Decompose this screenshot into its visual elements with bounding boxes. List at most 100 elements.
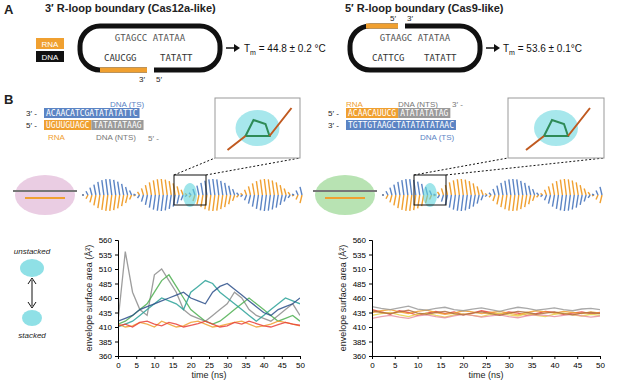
tick-mark [369,342,372,343]
tick: 385 [353,338,372,347]
tick: 40 [550,356,559,370]
strand-label: RNA [48,133,66,142]
tick: 560 [353,236,372,245]
chart: 0510152025303540455036038541043546048551… [84,236,305,380]
dna-cartoon [313,190,377,192]
base-pair [122,184,124,195]
base-pair [225,195,227,207]
tick-label: 15 [169,361,178,370]
base-pair [292,193,294,195]
rna-sequence-box [346,108,398,118]
base-pair [469,181,471,195]
base-pair [564,179,566,195]
series-line [118,321,300,327]
series-line [372,314,600,318]
legend-dna-box [36,51,64,62]
tick: 435 [99,309,118,318]
base-pair [157,195,159,211]
structure [13,98,302,215]
base-pair [461,179,463,195]
strand-sequence: GTAGCC ATATAA [115,33,186,43]
tick-label: 25 [482,361,491,370]
base-pair [141,188,143,195]
series-line [118,284,300,322]
base-pair [580,195,582,205]
strand-end: 3′ [139,75,145,84]
zoom-box [414,175,446,205]
base-pair [264,195,266,211]
tick: 510 [99,265,118,274]
base-pair [541,195,543,197]
nucleotide [544,120,568,136]
tick-mark [600,356,601,359]
tick-mark [115,327,118,328]
base-pair [406,195,408,211]
tick-mark [209,356,210,359]
axis-title: time (ns) [468,370,503,380]
tick: 5 [134,356,139,370]
tick-mark [577,356,578,359]
inset [508,98,604,158]
tick-label: 45 [573,361,582,370]
tick: 35 [241,356,250,370]
axis-title: envelope surface area (Å²) [338,245,348,352]
tick-mark [486,356,487,359]
base-pair [177,195,179,204]
base-pair [437,195,439,198]
state-arrow-head [28,278,36,308]
base-pair [110,179,112,195]
base-pair [181,195,183,200]
tick-label: 50 [596,361,605,370]
tick-label: 360 [353,352,367,361]
nts-sequence-box [398,108,450,118]
axis-title: envelope surface area (Å²) [84,245,94,352]
base-pair [576,195,578,208]
strand-label: DNA (NTS) [96,133,136,142]
base-pair [382,194,384,195]
tick-mark [440,356,441,359]
tick-mark [115,298,118,299]
base-pair [110,195,112,211]
base-pair [217,195,219,211]
zoom-line [446,158,604,175]
base-pair [525,183,527,195]
tick: 25 [482,356,491,370]
base-pair [264,179,266,195]
strand-end: 5′ [390,14,396,23]
strand-label: RNA [346,100,364,109]
tick-label: 510 [99,265,113,274]
hairpin [350,26,480,70]
base-pair [292,194,294,196]
inset [215,98,300,158]
base-pair [497,195,499,204]
base-pair [114,195,116,210]
tick-mark [282,356,283,359]
strand-end: 3′ - [452,100,463,109]
base-pair [233,189,235,195]
base-pair [134,194,136,196]
base-pair [485,195,487,196]
base-pair [453,195,455,210]
base-pair [248,186,250,195]
tick: 5 [393,356,398,370]
panel-title: 5′ R-loop boundary (Cas9-like) [345,2,504,14]
axis-line [369,241,373,357]
base-pair [537,195,539,197]
base-pair [481,190,483,195]
tick-label: 10 [150,361,159,370]
base-pair [592,193,594,195]
strand-label: DNA (TS) [110,100,145,109]
tick-mark [136,356,137,359]
base-pair [221,195,223,209]
panel-title: 3′ R-loop boundary (Cas12a-like) [45,2,216,14]
base-pair [106,195,108,211]
tick-label: 460 [353,294,367,303]
strand-end: 3′ [407,14,413,23]
base-pair [102,180,104,195]
base-pair [137,192,139,195]
base-pair [296,195,298,200]
base-pair [552,183,554,195]
tick: 30 [505,356,514,370]
tick: 435 [353,309,372,318]
strand-sequence: TATATT [424,53,457,63]
